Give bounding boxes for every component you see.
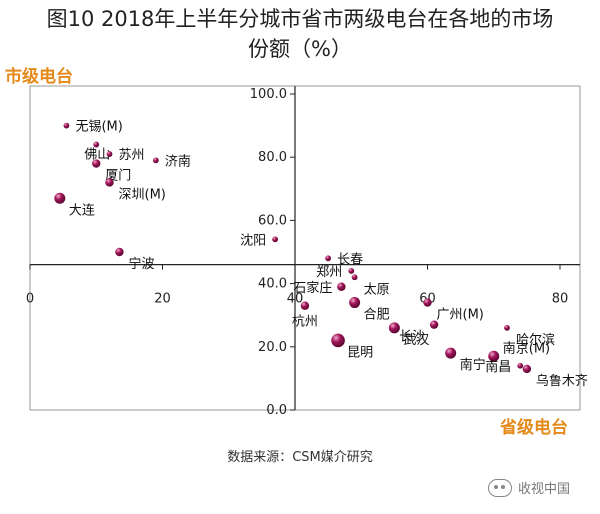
data-point-label: 郑州 <box>316 265 342 280</box>
y-tick-label: 0.0 <box>266 403 287 418</box>
chat-bubble-icon <box>488 478 512 497</box>
data-point <box>429 320 439 329</box>
data-point <box>351 274 358 281</box>
chart-title-line-1: 图10 2018年上半年分城市省市两级电台在各地的市场 <box>46 7 554 31</box>
data-point <box>63 122 70 129</box>
y-tick-label: 40.0 <box>258 277 287 292</box>
data-point-label: 佛山 <box>84 148 110 163</box>
data-point <box>54 192 66 204</box>
data-point <box>105 178 114 187</box>
data-point <box>272 236 279 243</box>
y-tick-label: 20.0 <box>258 340 287 355</box>
data-point <box>106 151 113 157</box>
data-point-label: 合肥 <box>364 308 390 323</box>
chart-title-line-2: 份额（%） <box>248 37 352 61</box>
y-axis-title: 市级电台 <box>5 67 73 87</box>
data-point <box>93 141 100 148</box>
data-point-label: 沈阳 <box>240 233 266 248</box>
data-point-label: 乌鲁木齐 <box>536 373 588 389</box>
data-point-label: 大连 <box>69 202 95 218</box>
data-point-label: 南京(M) <box>503 340 550 356</box>
data-point-label: 南昌 <box>485 359 511 375</box>
y-tick-label: 80.0 <box>258 150 287 165</box>
data-point-label: 广州(M) <box>437 308 484 323</box>
data-point-label: 武汉 <box>403 333 429 348</box>
data-point-label: 昆明 <box>347 345 373 360</box>
plot-frame <box>29 85 581 411</box>
data-point <box>517 362 524 369</box>
data-point <box>423 298 432 307</box>
x-tick-label: 20 <box>154 292 171 307</box>
data-point-label: 长春 <box>337 252 363 267</box>
data-point-label: 哈尔滨 <box>516 332 555 348</box>
data-point <box>522 364 532 374</box>
data-point-label: 深圳(M) <box>119 187 166 202</box>
watermark-text: 收视中国 <box>518 482 571 497</box>
data-point <box>115 247 124 257</box>
data-point-label: 济南 <box>165 153 191 169</box>
source-note: 数据来源：CSM媒介研究 <box>227 450 373 465</box>
data-point <box>348 268 355 274</box>
data-point-label: 石家庄 <box>293 280 332 296</box>
data-point <box>388 322 400 334</box>
y-tick-label: 60.0 <box>258 213 287 228</box>
data-point-label: 杭州 <box>292 315 318 330</box>
x-axis-title: 省级电台 <box>500 418 568 438</box>
data-point <box>152 157 159 164</box>
data-point <box>331 333 345 348</box>
data-point <box>337 282 346 291</box>
x-tick-label: 80 <box>552 292 569 307</box>
data-point-label: 太原 <box>364 282 390 297</box>
data-point-label: 南宁 <box>460 357 486 373</box>
x-tick-label: 0 <box>26 292 34 307</box>
data-point <box>92 159 101 168</box>
data-point <box>349 297 361 309</box>
data-point-label: 无锡(M) <box>75 120 122 135</box>
data-point-label: 苏州 <box>119 147 145 163</box>
watermark: 收视中国 <box>488 478 570 497</box>
data-point <box>300 301 310 310</box>
data-point <box>504 324 510 331</box>
data-point-label: 长沙 <box>399 330 425 345</box>
y-tick-label: 100.0 <box>250 87 287 102</box>
x-tick-label: 40 <box>287 292 304 307</box>
chart-title: 图10 2018年上半年分城市省市两级电台在各地的市场 份额（%） <box>0 4 600 64</box>
data-point <box>445 347 457 359</box>
data-point <box>325 255 332 262</box>
data-point <box>488 350 500 362</box>
data-point-label: 宁波 <box>128 256 154 272</box>
